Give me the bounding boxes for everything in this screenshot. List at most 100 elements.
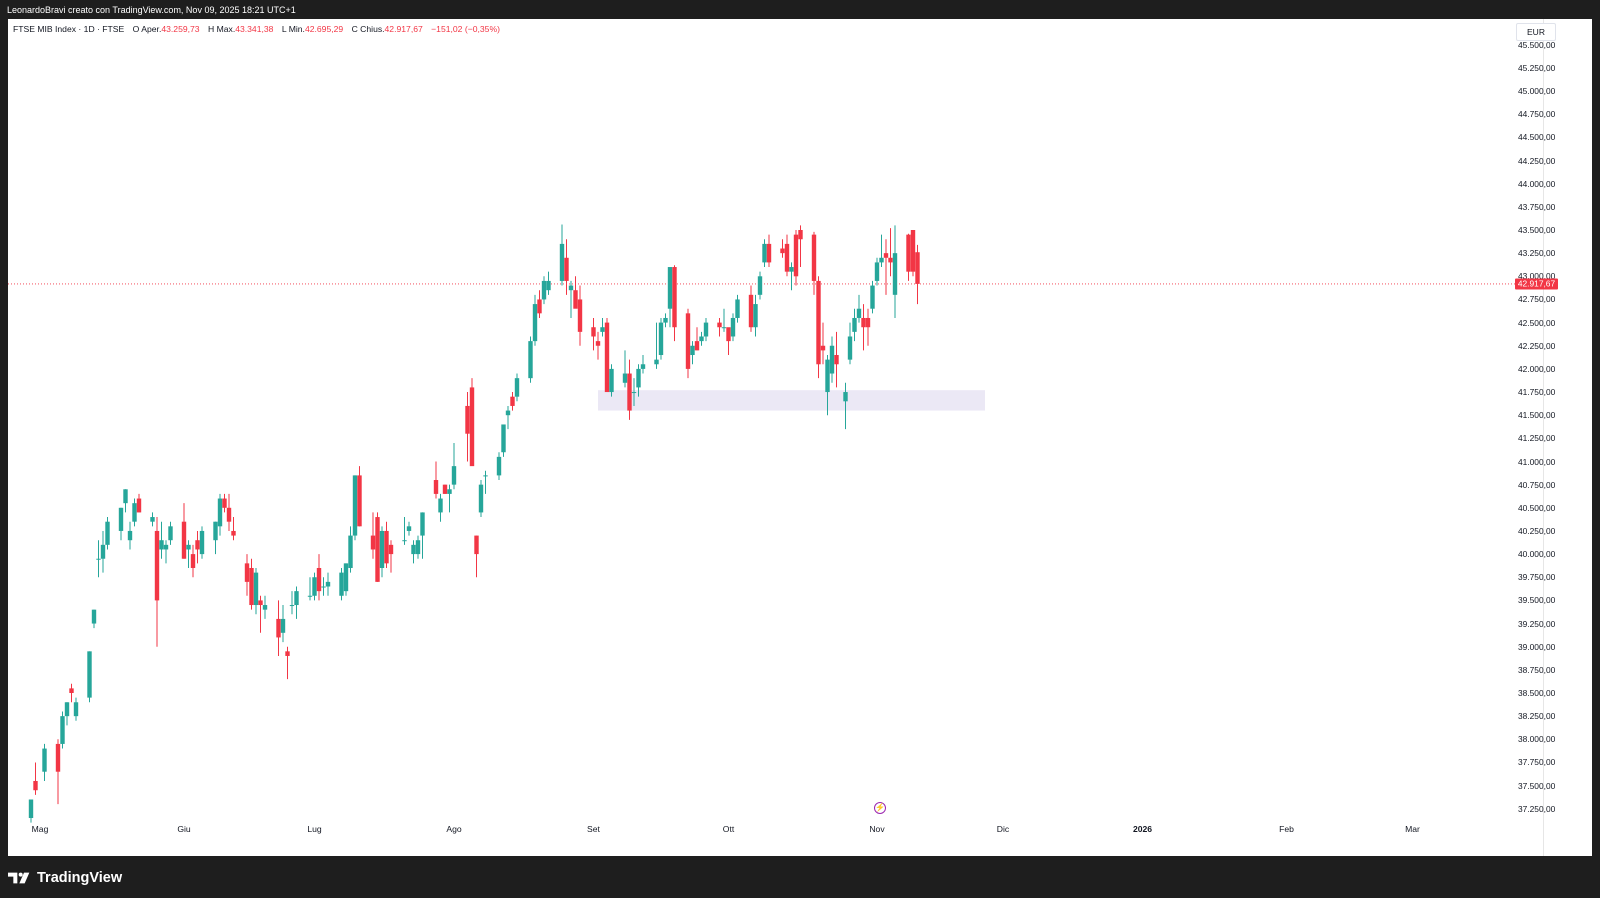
y-tick-label: 37.250,00 xyxy=(1518,803,1556,814)
candle-body xyxy=(622,373,628,383)
x-tick-label: Nov xyxy=(869,824,885,834)
price-chart[interactable] xyxy=(8,19,1543,856)
candle-body xyxy=(789,267,794,272)
y-tick-label: 41.500,00 xyxy=(1518,410,1556,421)
candle-body xyxy=(604,322,610,393)
y-tick-label: 43.000,00 xyxy=(1518,271,1556,282)
tradingview-brand[interactable]: TradingView xyxy=(8,870,122,886)
y-tick-label: 44.750,00 xyxy=(1518,109,1556,120)
x-tick-label: Dic xyxy=(996,824,1010,834)
currency-button[interactable]: EUR xyxy=(1516,23,1556,41)
y-tick-label: 44.500,00 xyxy=(1518,132,1556,143)
candle-body xyxy=(285,651,290,656)
y-tick-label: 39.250,00 xyxy=(1518,618,1556,629)
y-tick-label: 40.500,00 xyxy=(1518,502,1556,513)
ohlc-legend: FTSE MIB Index · 1D · FTSE O Aper.43.259… xyxy=(13,24,500,34)
candle-body xyxy=(721,327,727,329)
candle-body xyxy=(640,364,646,369)
bottom-bar: TradingView xyxy=(0,856,1600,898)
plot-area[interactable] xyxy=(8,19,1543,856)
candle-body xyxy=(33,780,38,791)
candle-body xyxy=(600,327,605,332)
candle-body xyxy=(402,540,407,542)
lightning-icon[interactable]: ⚡ xyxy=(874,802,886,814)
x-tick-label: Ott xyxy=(722,824,735,834)
x-tick-label: 2026 xyxy=(1132,824,1153,834)
candle-body xyxy=(865,317,871,328)
y-tick-label: 38.500,00 xyxy=(1518,688,1556,698)
y-tick-label: 38.750,00 xyxy=(1518,664,1556,675)
candle-body xyxy=(163,544,169,550)
y-tick-label: 43.750,00 xyxy=(1518,201,1556,212)
candle-body xyxy=(433,480,439,494)
symbol-label[interactable]: FTSE MIB Index · 1D · FTSE xyxy=(13,24,125,34)
y-tick-label: 38.000,00 xyxy=(1518,734,1556,745)
y-tick-label: 42.500,00 xyxy=(1518,317,1556,328)
y-tick-label: 40.250,00 xyxy=(1518,525,1556,536)
candle-body xyxy=(91,609,97,624)
candle-body xyxy=(505,410,511,416)
y-tick-label: 39.500,00 xyxy=(1518,595,1556,606)
y-tick-label: 41.750,00 xyxy=(1518,387,1556,398)
candle-body xyxy=(217,498,223,527)
support-zone xyxy=(598,390,985,411)
candle-body xyxy=(658,322,664,356)
y-tick-label: 40.000,00 xyxy=(1518,549,1556,560)
low-value: 42.695,29 xyxy=(304,24,344,34)
candle-body xyxy=(861,317,866,328)
attribution-text: LeonardoBravi creato con TradingView.com… xyxy=(7,5,296,15)
candle-body xyxy=(195,540,200,550)
candle-body xyxy=(820,345,826,351)
candle-body xyxy=(631,392,637,394)
candle-body xyxy=(685,313,691,369)
candle-body xyxy=(411,544,416,555)
candle-body xyxy=(231,530,236,536)
candle-body xyxy=(375,517,380,582)
candle-body xyxy=(559,243,565,281)
candle-body xyxy=(888,257,893,263)
candle-body xyxy=(546,280,551,291)
y-tick-label: 41.000,00 xyxy=(1518,456,1556,467)
candle-body xyxy=(501,424,506,453)
candle-body xyxy=(289,605,295,607)
price-axis[interactable] xyxy=(1543,19,1593,856)
candle-body xyxy=(847,336,853,360)
candle-body xyxy=(406,526,412,531)
candle-body xyxy=(469,387,475,467)
candle-body xyxy=(829,345,835,374)
x-tick-label: Giu xyxy=(177,824,191,834)
candle-body xyxy=(190,554,196,568)
candle-body xyxy=(388,544,394,555)
candle-body xyxy=(276,618,281,638)
low-text: Min. xyxy=(288,24,305,34)
candle-body xyxy=(735,299,740,318)
candle-body xyxy=(258,600,263,606)
candle-body xyxy=(357,475,362,527)
candle-body xyxy=(384,530,389,564)
candle-body xyxy=(654,359,659,365)
candle-body xyxy=(784,243,790,272)
candle-body xyxy=(577,299,583,332)
candle-body xyxy=(915,252,920,284)
chart-panel[interactable]: FTSE MIB Index · 1D · FTSE O Aper.43.259… xyxy=(8,19,1592,856)
candle-body xyxy=(127,530,133,541)
y-tick-label: 43.500,00 xyxy=(1518,225,1556,235)
candle-body xyxy=(573,290,578,309)
candle-body xyxy=(753,304,758,328)
candle-body xyxy=(532,304,538,342)
high-text: Max. xyxy=(216,24,236,34)
y-tick-label: 37.500,00 xyxy=(1518,780,1556,791)
candle-body xyxy=(132,503,137,522)
candle-body xyxy=(307,595,313,597)
candle-body xyxy=(834,355,839,365)
candle-body xyxy=(667,267,673,309)
candle-body xyxy=(537,299,542,314)
candle-body xyxy=(793,234,799,277)
candle-body xyxy=(186,544,191,550)
candle-body xyxy=(591,327,596,337)
candle-body xyxy=(874,262,880,281)
candle-body xyxy=(321,586,326,588)
candle-body xyxy=(852,317,857,332)
candle-body xyxy=(262,605,268,610)
candle-body xyxy=(150,517,155,522)
